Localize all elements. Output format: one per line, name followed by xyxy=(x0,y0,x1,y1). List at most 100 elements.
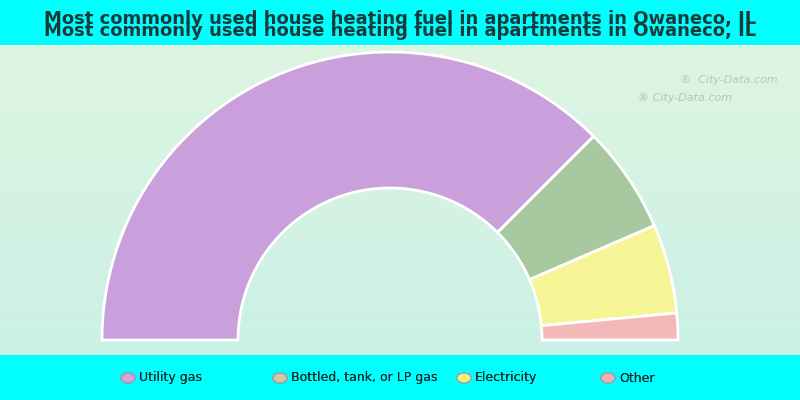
Ellipse shape xyxy=(121,373,135,383)
Bar xyxy=(0,126,800,128)
Bar xyxy=(0,64,800,66)
Bar xyxy=(0,192,800,194)
Bar xyxy=(0,186,800,188)
Bar xyxy=(0,14,800,16)
Bar xyxy=(0,326,800,328)
Bar xyxy=(0,234,800,236)
Bar xyxy=(0,238,800,240)
Bar xyxy=(0,108,800,110)
Bar xyxy=(0,244,800,246)
Text: Utility gas: Utility gas xyxy=(139,372,202,384)
Bar xyxy=(0,356,800,358)
Bar xyxy=(0,10,800,12)
Bar xyxy=(0,82,800,84)
Bar xyxy=(0,172,800,174)
Bar xyxy=(0,200,800,202)
Bar xyxy=(0,282,800,284)
Bar xyxy=(0,218,800,220)
Bar xyxy=(0,140,800,142)
Bar xyxy=(0,94,800,96)
Bar xyxy=(0,16,800,18)
Ellipse shape xyxy=(457,373,471,383)
Bar xyxy=(0,144,800,146)
Bar xyxy=(0,112,800,114)
Bar xyxy=(0,370,800,372)
Bar xyxy=(0,8,800,10)
Bar xyxy=(0,340,800,342)
Bar xyxy=(0,98,800,100)
Polygon shape xyxy=(498,136,654,280)
Bar xyxy=(0,128,800,130)
Bar xyxy=(0,0,800,45)
Bar xyxy=(0,44,800,46)
Bar xyxy=(0,276,800,278)
Bar xyxy=(0,278,800,280)
Bar xyxy=(0,314,800,316)
Bar xyxy=(0,70,800,72)
Bar xyxy=(0,350,800,352)
Bar xyxy=(0,196,800,198)
Bar xyxy=(0,18,800,20)
Bar xyxy=(0,262,800,264)
Bar xyxy=(0,260,800,262)
Bar xyxy=(0,182,800,184)
Bar xyxy=(0,330,800,332)
Bar xyxy=(0,242,800,244)
Bar xyxy=(0,256,800,258)
Bar xyxy=(0,392,800,394)
Bar xyxy=(0,390,800,392)
Bar xyxy=(0,180,800,182)
Bar xyxy=(0,166,800,168)
Bar xyxy=(0,156,800,158)
Bar xyxy=(0,160,800,162)
Bar xyxy=(0,42,800,44)
Bar xyxy=(0,4,800,6)
Bar xyxy=(0,272,800,274)
Bar xyxy=(0,60,800,62)
Bar xyxy=(0,310,800,312)
Bar xyxy=(0,366,800,368)
Bar xyxy=(0,378,800,380)
Bar xyxy=(0,142,800,144)
Bar xyxy=(0,134,800,136)
Bar xyxy=(0,178,800,180)
Bar xyxy=(0,280,800,282)
Bar xyxy=(0,380,800,382)
Bar xyxy=(0,124,800,126)
Bar xyxy=(0,88,800,90)
Ellipse shape xyxy=(273,373,287,383)
Text: Other: Other xyxy=(619,372,654,384)
Bar xyxy=(0,210,800,212)
Bar xyxy=(0,328,800,330)
Bar xyxy=(0,54,800,56)
Bar xyxy=(0,174,800,176)
Bar xyxy=(0,384,800,386)
Bar xyxy=(0,212,800,214)
Bar xyxy=(0,58,800,60)
Bar xyxy=(0,2,800,4)
Bar xyxy=(0,204,800,206)
Bar xyxy=(0,80,800,82)
Bar xyxy=(0,66,800,68)
Bar xyxy=(0,214,800,216)
Bar xyxy=(0,290,800,292)
Bar xyxy=(0,104,800,106)
Bar xyxy=(0,342,800,344)
Bar xyxy=(0,72,800,74)
Ellipse shape xyxy=(457,373,471,383)
Bar xyxy=(0,106,800,108)
Bar xyxy=(0,46,800,48)
Bar xyxy=(0,398,800,400)
Bar xyxy=(0,322,800,324)
Bar xyxy=(0,194,800,196)
Text: Bottled, tank, or LP gas: Bottled, tank, or LP gas xyxy=(291,372,438,384)
Bar xyxy=(0,154,800,156)
Bar xyxy=(0,274,800,276)
Bar xyxy=(0,264,800,266)
Bar xyxy=(0,288,800,290)
Bar xyxy=(0,202,800,204)
Bar xyxy=(0,164,800,166)
Bar xyxy=(0,360,800,362)
Bar xyxy=(0,130,800,132)
Bar xyxy=(0,312,800,314)
